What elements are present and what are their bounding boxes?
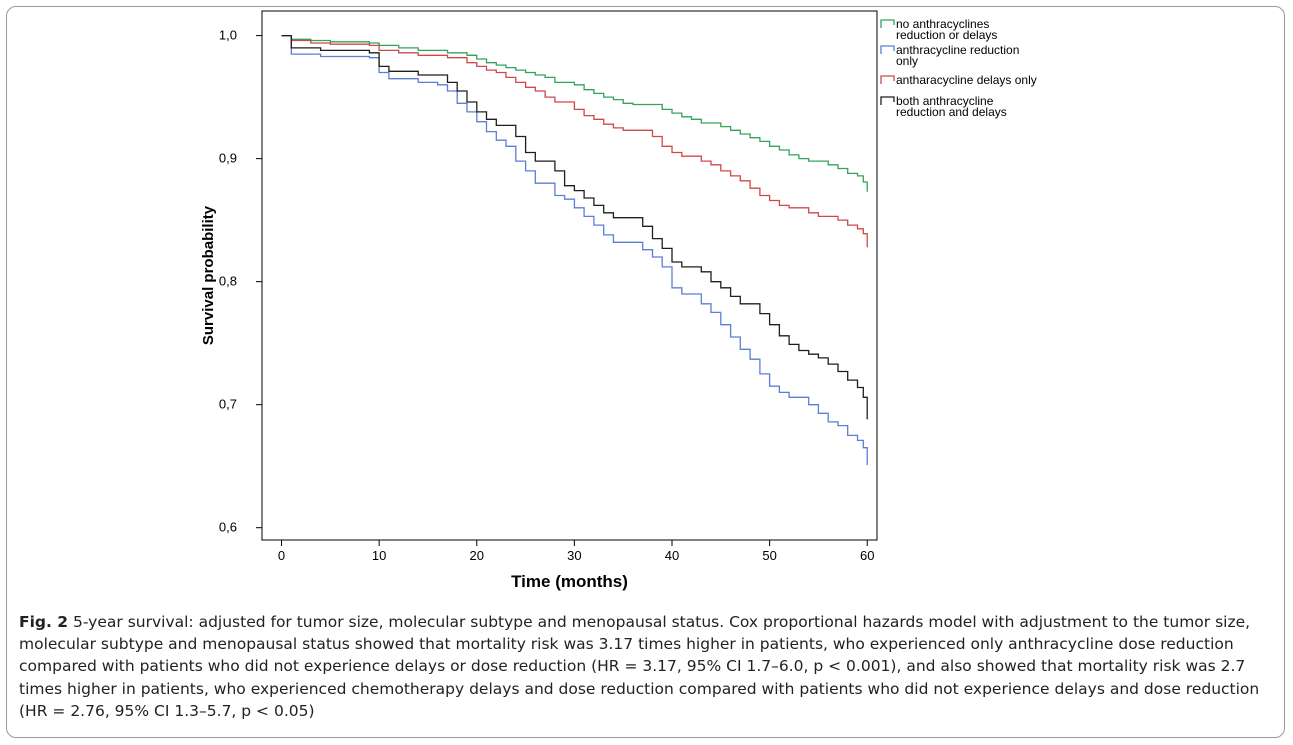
figure-caption: Fig. 2 5-year survival: adjusted for tum… (19, 611, 1269, 722)
y-tick-label: 0,6 (219, 520, 237, 535)
x-tick-label: 60 (860, 548, 874, 563)
legend-label: anthracycline reduction (896, 43, 1019, 57)
legend-swatch (880, 45, 895, 54)
legend-swatch (880, 19, 895, 28)
legend-label: no anthracyclines (896, 17, 989, 31)
series-line-3 (281, 34, 868, 248)
legend-label: reduction and delays (896, 105, 1007, 119)
x-axis-title: Time (months) (511, 572, 628, 591)
x-tick-label: 30 (567, 548, 581, 563)
series-line-2 (281, 34, 868, 465)
x-tick-label: 0 (278, 548, 285, 563)
x-tick-label: 10 (372, 548, 386, 563)
x-tick-label: 20 (470, 548, 484, 563)
y-tick-label: 0,8 (219, 274, 237, 289)
plot-area (261, 10, 878, 541)
y-tick-label: 0,7 (219, 397, 237, 412)
figure-label: Fig. 2 (19, 613, 69, 631)
series-line-1 (281, 34, 868, 192)
legend-label: both anthracycline (896, 94, 994, 108)
x-tick-label: 50 (762, 548, 776, 563)
x-tick-label: 40 (665, 548, 679, 563)
y-tick-label: 1,0 (219, 28, 237, 43)
legend-label: antharacycline delays only (896, 73, 1037, 87)
legend-swatch (880, 96, 895, 105)
legend-label: reduction or delays (896, 28, 997, 42)
figure-frame (6, 6, 1285, 738)
series-line-4 (281, 34, 868, 420)
y-axis-title: Survival probability (200, 205, 217, 345)
legend-label: only (896, 54, 918, 68)
figure-caption-text: 5-year survival: adjusted for tumor size… (19, 613, 1260, 720)
legend-swatch (880, 75, 895, 84)
survival-chart: 0 10 20 30 40 50 60 0,6 0,7 0,8 0,9 1,0 Time (months… (200, 10, 1037, 591)
y-tick-label: 0,9 (219, 151, 237, 166)
